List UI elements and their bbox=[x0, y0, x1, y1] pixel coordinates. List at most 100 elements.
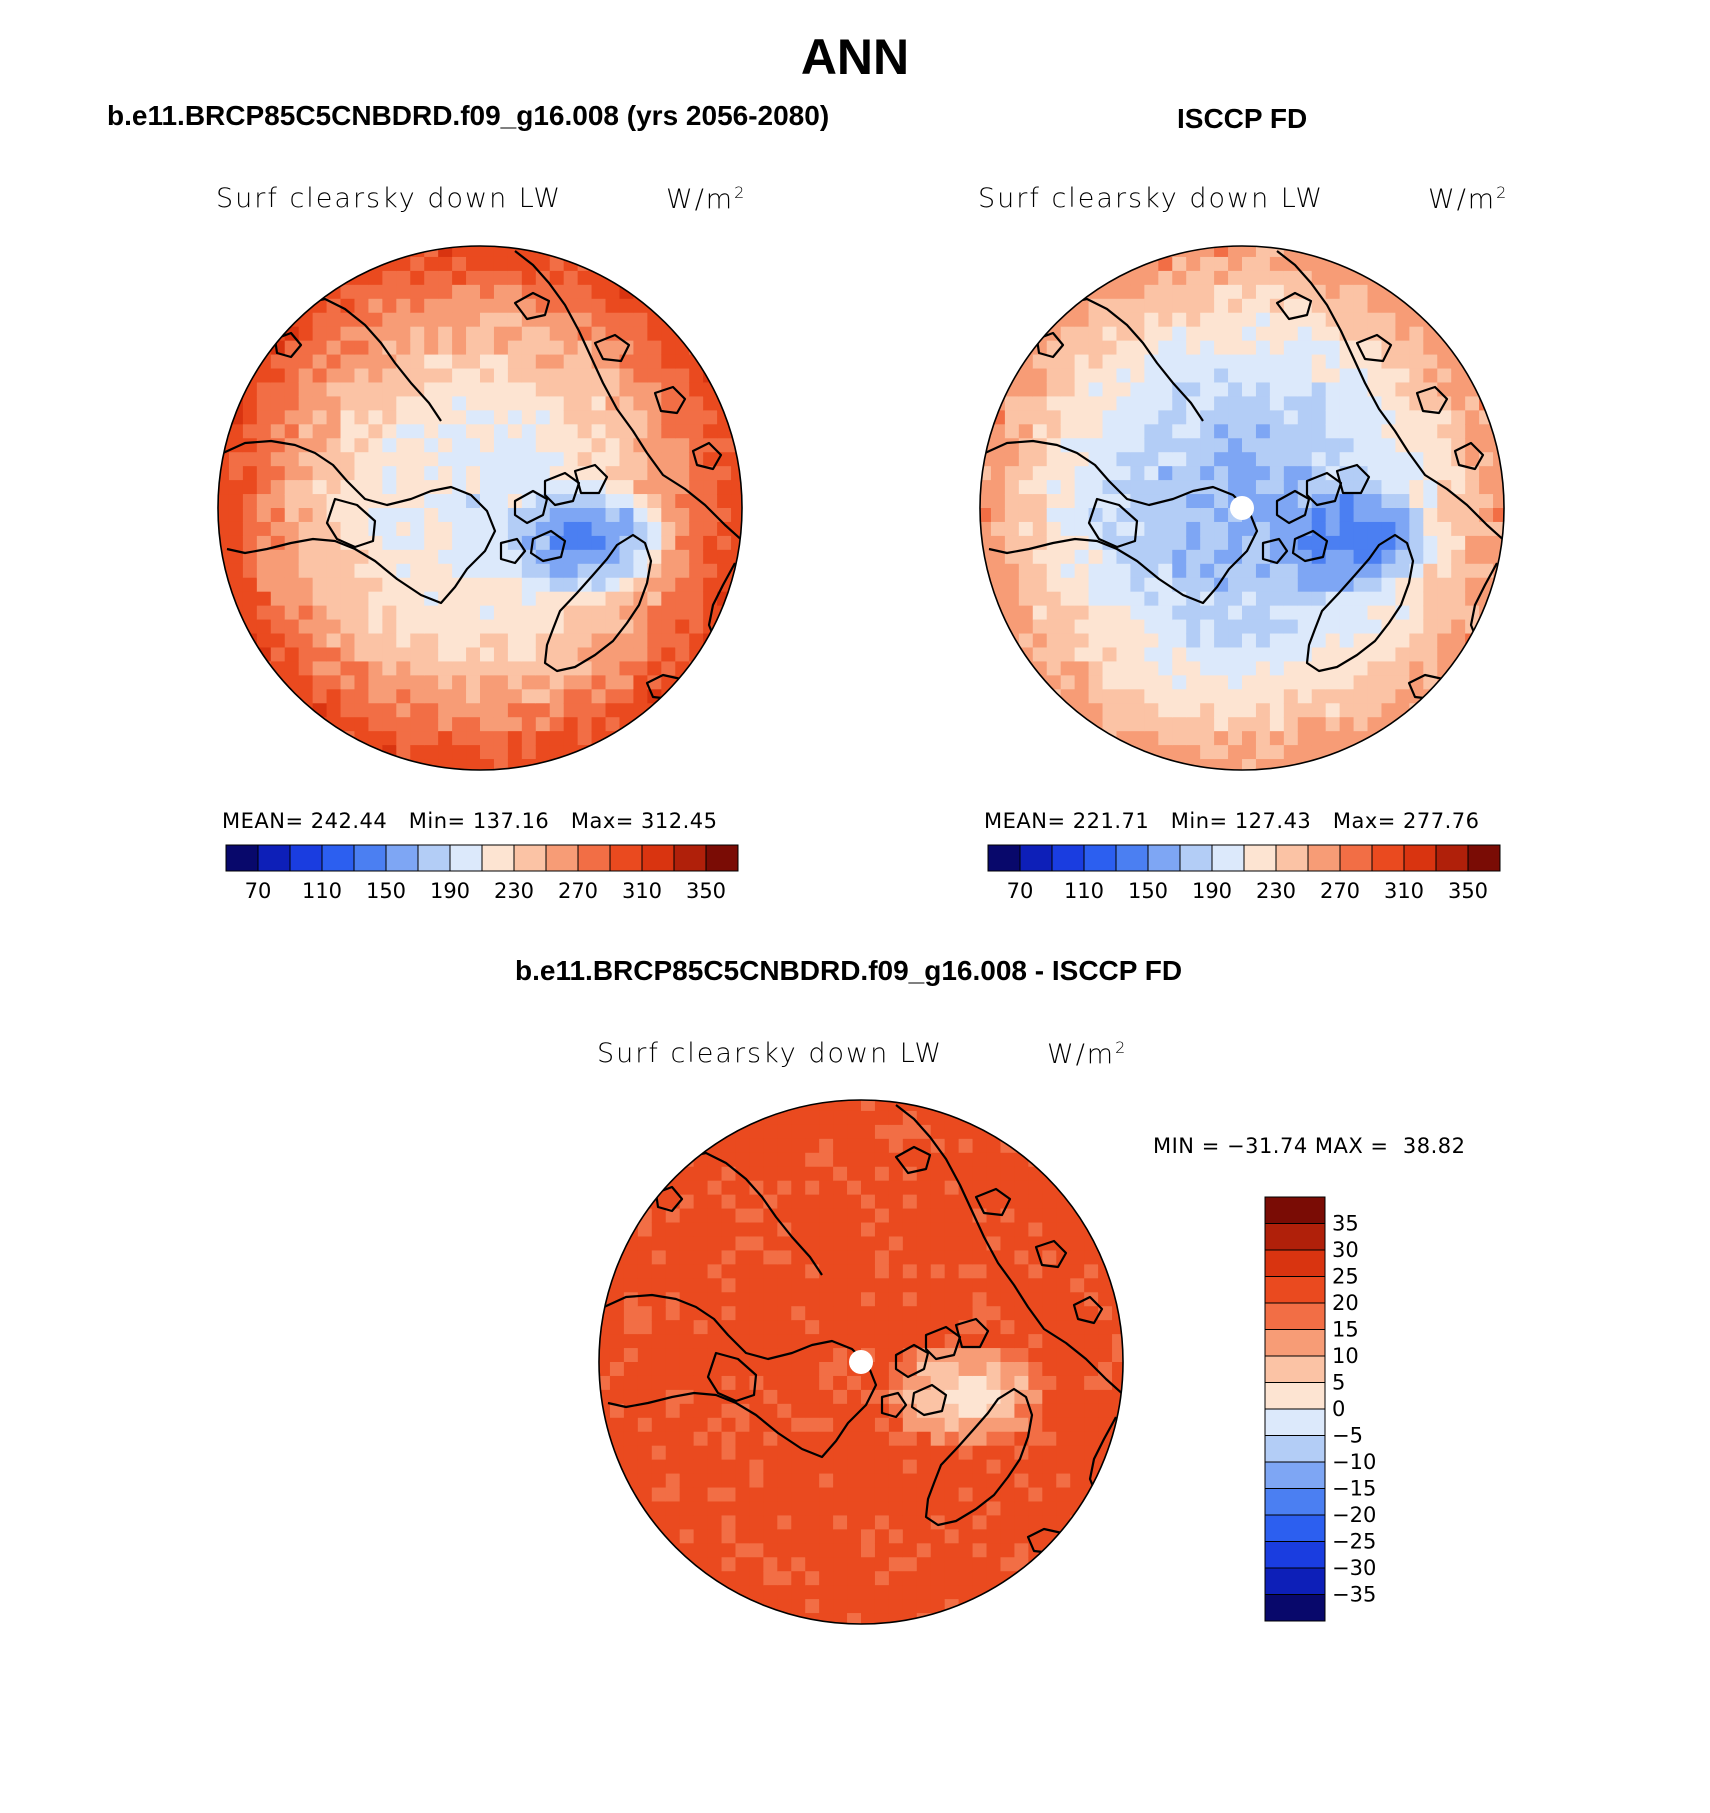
map-cell bbox=[874, 1100, 890, 1112]
map-cell bbox=[563, 480, 579, 495]
map-cell bbox=[452, 619, 467, 635]
map-cell bbox=[1130, 717, 1145, 732]
map-cell bbox=[902, 1487, 918, 1503]
map-cell bbox=[1493, 494, 1504, 509]
map-cell bbox=[1032, 563, 1048, 579]
map-cell bbox=[735, 1110, 751, 1126]
map-cell bbox=[1112, 1180, 1123, 1196]
map-cell bbox=[661, 759, 676, 770]
map-cell bbox=[228, 298, 244, 314]
map-cell bbox=[1032, 368, 1048, 384]
map-cell bbox=[888, 1236, 904, 1252]
map-cell bbox=[735, 1180, 751, 1196]
map-cell bbox=[990, 759, 1006, 770]
map-cell bbox=[958, 1487, 974, 1503]
map-cell bbox=[298, 605, 314, 621]
map-cell bbox=[1451, 703, 1466, 718]
map-cell bbox=[1451, 438, 1466, 453]
map-cell bbox=[1018, 577, 1034, 593]
map-cell bbox=[284, 633, 300, 649]
map-cell bbox=[1186, 424, 1201, 439]
map-cell bbox=[218, 284, 230, 300]
map-cell bbox=[1028, 1557, 1043, 1572]
map-cell bbox=[382, 480, 397, 495]
map-cell bbox=[396, 647, 411, 663]
map-cell bbox=[256, 563, 272, 579]
map-cell bbox=[382, 731, 397, 746]
map-cell bbox=[1493, 717, 1504, 732]
map-cell bbox=[833, 1585, 848, 1600]
map-cell bbox=[493, 675, 509, 690]
map-cell bbox=[1042, 1306, 1057, 1321]
map-cell bbox=[888, 1180, 904, 1196]
colorbar-tick-label: 230 bbox=[494, 879, 534, 903]
map-cell bbox=[902, 1417, 918, 1433]
map-cell bbox=[1395, 354, 1410, 370]
map-cell bbox=[1437, 717, 1452, 732]
map-cell bbox=[637, 1306, 653, 1321]
map-cell bbox=[1214, 452, 1229, 467]
map-cell bbox=[972, 1152, 988, 1168]
map-cell bbox=[703, 508, 718, 523]
map-cell bbox=[1242, 577, 1257, 593]
map-cell bbox=[218, 410, 230, 425]
map-cell bbox=[396, 480, 411, 495]
map-cell bbox=[633, 563, 648, 579]
map-cell bbox=[990, 689, 1006, 704]
map-cell bbox=[777, 1180, 792, 1196]
map-cell bbox=[703, 647, 718, 663]
map-cell bbox=[689, 508, 704, 523]
map-cell bbox=[619, 270, 635, 286]
map-cell bbox=[1311, 340, 1327, 356]
map-cell bbox=[805, 1208, 820, 1224]
map-cell bbox=[549, 633, 565, 649]
map-cell bbox=[1130, 354, 1145, 370]
map-cell bbox=[819, 1375, 834, 1391]
map-cell bbox=[888, 1306, 904, 1321]
map-cell bbox=[438, 577, 453, 593]
map-cell bbox=[749, 1487, 764, 1503]
map-cell bbox=[665, 1403, 681, 1419]
map-cell bbox=[466, 340, 481, 356]
map-cell bbox=[647, 410, 662, 425]
map-cell bbox=[1381, 494, 1397, 509]
colorbar-box bbox=[1275, 844, 1309, 872]
map-cell bbox=[591, 661, 607, 676]
map-cell bbox=[944, 1138, 960, 1154]
map-cell bbox=[354, 298, 370, 314]
map-cell bbox=[549, 368, 565, 384]
map-cell bbox=[368, 535, 383, 551]
map-cell bbox=[791, 1166, 806, 1182]
map-cell bbox=[1102, 396, 1118, 411]
map-cell bbox=[689, 326, 704, 342]
map-cell bbox=[990, 368, 1006, 384]
map-cell bbox=[693, 1375, 709, 1391]
map-cell bbox=[218, 605, 230, 621]
map-cell bbox=[228, 563, 244, 579]
map-cell bbox=[424, 284, 439, 300]
map-cell bbox=[1046, 759, 1062, 770]
map-cell bbox=[791, 1306, 806, 1321]
map-cell bbox=[1028, 1417, 1043, 1433]
map-cell bbox=[1255, 661, 1271, 676]
map-cell bbox=[1186, 759, 1201, 770]
map-cell bbox=[703, 452, 718, 467]
map-cell bbox=[599, 1599, 611, 1614]
map-cell bbox=[228, 312, 244, 328]
obs-units-label: W/m2 bbox=[1428, 183, 1509, 215]
map-cell bbox=[791, 1557, 806, 1572]
map-cell bbox=[1130, 410, 1145, 425]
map-cell bbox=[284, 661, 300, 676]
map-cell bbox=[1269, 354, 1285, 370]
map-cell bbox=[986, 1431, 1002, 1447]
map-cell bbox=[777, 1487, 792, 1503]
map-cell bbox=[707, 1334, 723, 1349]
map-cell bbox=[1200, 508, 1215, 523]
map-cell bbox=[466, 246, 481, 258]
map-cell bbox=[749, 1250, 764, 1265]
map-cell bbox=[637, 1166, 653, 1182]
map-cell bbox=[218, 396, 230, 411]
map-cell bbox=[1423, 605, 1438, 621]
map-cell bbox=[1070, 1278, 1085, 1293]
map-cell bbox=[368, 605, 383, 621]
